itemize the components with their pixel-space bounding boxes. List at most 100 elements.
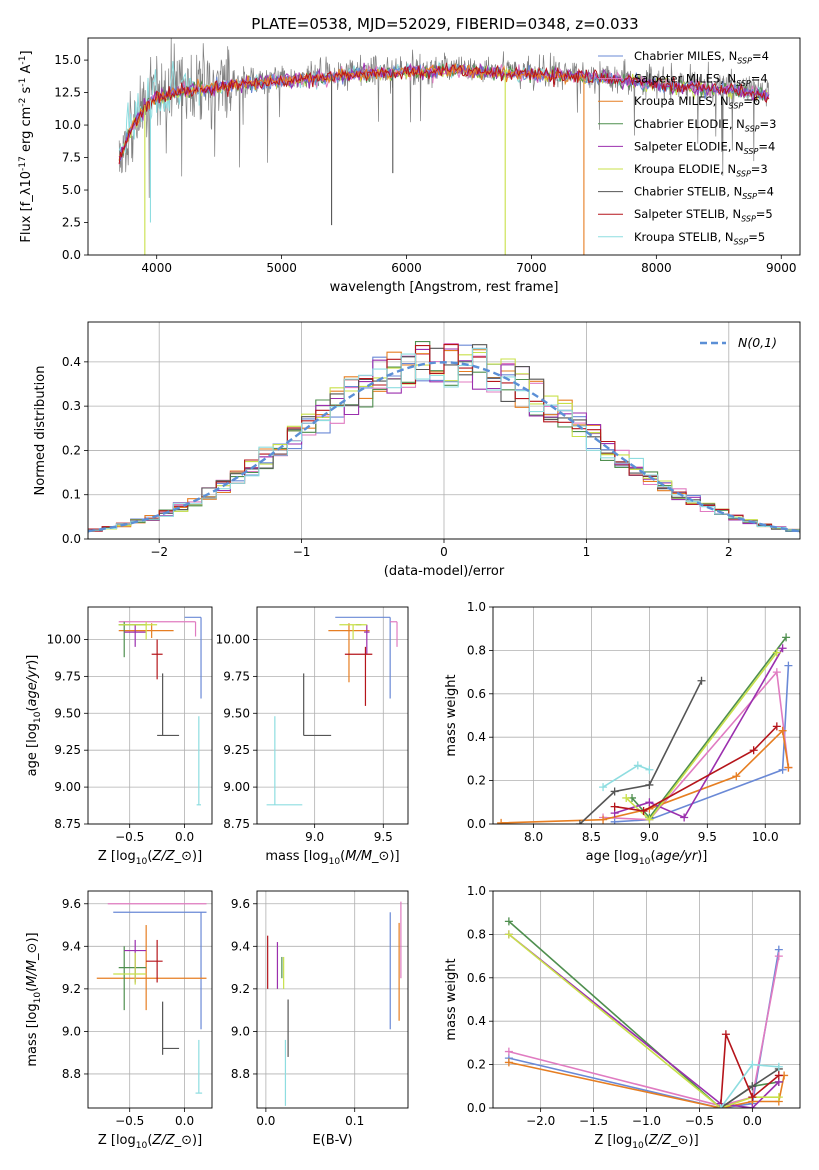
y-tick-label: 9.00 <box>54 780 81 794</box>
marker-salpeter-stelib <box>639 806 648 815</box>
legend-label: Kroupa MILES, NSSP=6 <box>634 94 760 110</box>
mass-vs-ebv-panel: 0.0 0.1 8.8 9.0 9.2 9.4 9.6 E(B-V) <box>231 890 409 1148</box>
x-tick-label: −1.5 <box>579 1114 608 1128</box>
age-vs-mass-panel: 9.0 9.5 8.75 9.00 9.25 9.50 9.75 10.00 mass [log… <box>216 606 409 867</box>
massweight-vs-z-panel: −2.0 −1.5 −1.0 −0.5 0.0 0.0 0.2 0.4 0.6 0.8 1.0 Z [… <box>444 884 801 1151</box>
y-tick-label: 0.0 <box>467 817 486 831</box>
y-tick-label: 0.3 <box>62 399 81 413</box>
y-tick-label: 0.0 <box>467 1101 486 1115</box>
marker-kroupa-stelib <box>599 783 608 792</box>
series-kroupa-stelib <box>602 764 650 788</box>
marker-salpeter-elodie <box>778 644 787 653</box>
y-tick-label: 9.50 <box>54 706 81 720</box>
x-axis-label: Z [log10(Z/Z_⊙)] <box>98 1133 202 1151</box>
marker-kroupa-stelib <box>633 761 642 770</box>
y-tick-label: 9.25 <box>54 743 81 757</box>
legend-label: Chabrier STELIB, NSSP=4 <box>634 185 774 201</box>
marker-salpeter-stelib <box>772 722 781 731</box>
x-axis-label: mass [log10(M/M_⊙)] <box>265 849 399 867</box>
x-tick-label: −2.0 <box>526 1114 555 1128</box>
x-axis-label: age [log10(age/yr)] <box>586 849 708 867</box>
errorbars <box>96 903 207 1094</box>
x-tick-label: 0.0 <box>175 830 194 844</box>
series-salpeter-stelib <box>614 725 778 812</box>
series-chabrier-miles <box>614 665 790 823</box>
axes-frame <box>256 890 409 1109</box>
marker-chabrier-stelib <box>610 787 619 796</box>
massweight-vs-age-panel: 8.0 8.5 9.0 9.5 10.0 0.0 0.2 0.4 0.6 0.8 1.0 age [l… <box>444 600 801 867</box>
marker-kroupa-elodie <box>645 815 654 824</box>
marker-chabrier-stelib <box>697 676 706 685</box>
y-axis-label: mass [log10(M/M_⊙)] <box>25 932 43 1066</box>
age-vs-z-panel: −0.5 0.0 8.75 9.00 9.25 9.50 9.75 10.00 Z [log10… <box>25 606 213 867</box>
x-tick-label: 8000 <box>641 261 672 275</box>
x-tick-label: 7000 <box>516 261 547 275</box>
marker-salpeter-stelib <box>749 746 758 755</box>
y-tick-label: 8.75 <box>54 817 81 831</box>
y-tick-label: 9.6 <box>231 897 250 911</box>
x-tick-label: 9000 <box>766 261 797 275</box>
legend-label: N(0,1) <box>738 335 777 350</box>
salpeter-stelib-model <box>118 62 770 164</box>
series-lines <box>497 633 793 824</box>
marker-kroupa-miles <box>732 772 741 781</box>
x-tick-label: −0.5 <box>115 1114 144 1128</box>
y-tick-label: 8.8 <box>62 1067 81 1081</box>
x-tick-label: 4000 <box>141 261 172 275</box>
y-tick-label: 0.6 <box>467 687 486 701</box>
x-axis-label: wavelength [Angstrom, rest frame] <box>330 280 559 295</box>
y-tick-label: 10.00 <box>47 632 81 646</box>
marker-kroupa-elodie <box>622 793 631 802</box>
series-salpeter-elodie <box>508 933 780 1108</box>
y-tick-label: 0.6 <box>467 971 486 985</box>
y-tick-label: 9.75 <box>223 669 250 683</box>
errorbars <box>266 616 398 806</box>
marker-chabrier-miles <box>778 765 787 774</box>
x-axis-label: (data-model)/error <box>384 564 505 579</box>
y-tick-label: 9.2 <box>231 982 250 996</box>
y-axis-label: age [log10(age/yr)] <box>25 655 43 777</box>
residuals-panel: −2 −1 0 1 2 0.0 0.1 0.2 0.3 0.4 (data-model)/error… <box>33 321 801 579</box>
histogram-lines <box>88 341 800 534</box>
x-tick-label: 10.0 <box>752 830 779 844</box>
y-tick-label: 0.8 <box>467 643 486 657</box>
y-tick-label: 0.2 <box>467 774 486 788</box>
y-tick-label: 2.5 <box>62 216 81 230</box>
series-kroupa-elodie <box>508 933 779 1108</box>
mass-vs-z-panel: −0.5 0.0 8.8 9.0 9.2 9.4 9.6 Z [log10(Z/Z_⊙)] ma… <box>25 890 213 1151</box>
marker-kroupa-stelib <box>645 765 654 774</box>
legend-label: Chabrier ELODIE, NSSP=3 <box>634 117 776 133</box>
y-tick-label: 9.0 <box>231 1024 250 1038</box>
marker-kroupa-miles <box>784 763 793 772</box>
marker-chabrier-miles <box>784 661 793 670</box>
y-tick-label: 9.4 <box>231 939 250 953</box>
marker-chabrier-stelib <box>645 780 654 789</box>
axes-frame <box>87 606 213 825</box>
x-axis-label: E(B-V) <box>312 1133 352 1148</box>
marker-salpeter-miles <box>774 952 783 961</box>
y-tick-label: 1.0 <box>467 884 486 898</box>
y-tick-label: 0.4 <box>467 1014 486 1028</box>
errorbars <box>267 901 402 1106</box>
x-tick-label: −0.5 <box>115 830 144 844</box>
y-tick-label: 9.25 <box>223 743 250 757</box>
x-axis-label: Z [log10(Z/Z_⊙)] <box>594 1133 698 1151</box>
series-salpeter-miles <box>603 670 790 821</box>
y-tick-label: 10.00 <box>216 632 250 646</box>
x-tick-label: 5000 <box>266 261 297 275</box>
y-tick-label: 9.6 <box>62 897 81 911</box>
y-tick-label: 0.2 <box>467 1058 486 1072</box>
y-axis-label: mass weight <box>444 958 459 1040</box>
marker-chabrier-elodie <box>504 917 513 926</box>
marker-chabrier-stelib <box>575 820 584 824</box>
x-tick-label: 0.1 <box>345 1114 364 1128</box>
y-tick-label: 9.00 <box>223 780 250 794</box>
legend-label: Chabrier MILES, NSSP=4 <box>634 49 769 65</box>
marker-kroupa-miles <box>778 726 787 735</box>
x-tick-label: 0.0 <box>256 1114 275 1128</box>
marker-kroupa-miles <box>497 818 506 824</box>
axes-frame <box>492 606 801 825</box>
x-tick-label: 8.5 <box>582 830 601 844</box>
axes-frame <box>87 890 213 1109</box>
